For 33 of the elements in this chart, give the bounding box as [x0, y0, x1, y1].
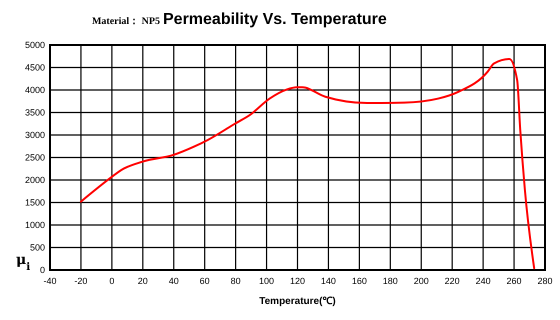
x-tick-label: 160	[352, 276, 367, 286]
x-tick-label: 40	[168, 276, 179, 286]
line-series	[80, 58, 536, 270]
x-tick-label: 220	[444, 276, 460, 286]
y-tick-label: 4000	[24, 85, 45, 95]
chart-title: Permeability Vs. Temperature	[163, 11, 387, 28]
y-tick-label: 1500	[24, 198, 45, 208]
y-tick-label: 2500	[24, 152, 45, 162]
x-tick-label: 180	[382, 276, 398, 286]
x-tick-label: 260	[506, 276, 522, 286]
x-tick-label: -40	[43, 276, 57, 286]
x-tick-label: 60	[200, 276, 210, 286]
y-tick-label: 3500	[24, 108, 45, 118]
x-tick-label: -20	[74, 276, 88, 286]
y-axis-title: μ$_{i}$	[16, 252, 30, 273]
x-tick-label: 80	[230, 276, 241, 286]
y-tick-label: 2000	[24, 175, 45, 185]
chart-subtitle: Material： NP5	[92, 16, 160, 27]
x-tick-label: 140	[320, 276, 336, 286]
y-tick-label: 3000	[24, 130, 45, 140]
x-tick-label: 200	[414, 276, 429, 286]
x-tick-label: 280	[537, 276, 553, 286]
x-tick-label: 0	[109, 276, 114, 286]
x-tick-label: 240	[476, 276, 491, 286]
y-tick-label: 5000	[24, 40, 45, 50]
x-tick-label: 20	[138, 276, 148, 286]
y-tick-label: 1000	[24, 220, 45, 230]
y-tick-label: 0	[40, 265, 45, 275]
y-tick-label: 4500	[24, 62, 45, 72]
x-tick-label: 100	[259, 276, 274, 286]
x-tick-label: 120	[290, 276, 306, 286]
x-axis-title: Temperature(℃)	[259, 296, 336, 307]
y-tick-label: 500	[30, 242, 45, 252]
